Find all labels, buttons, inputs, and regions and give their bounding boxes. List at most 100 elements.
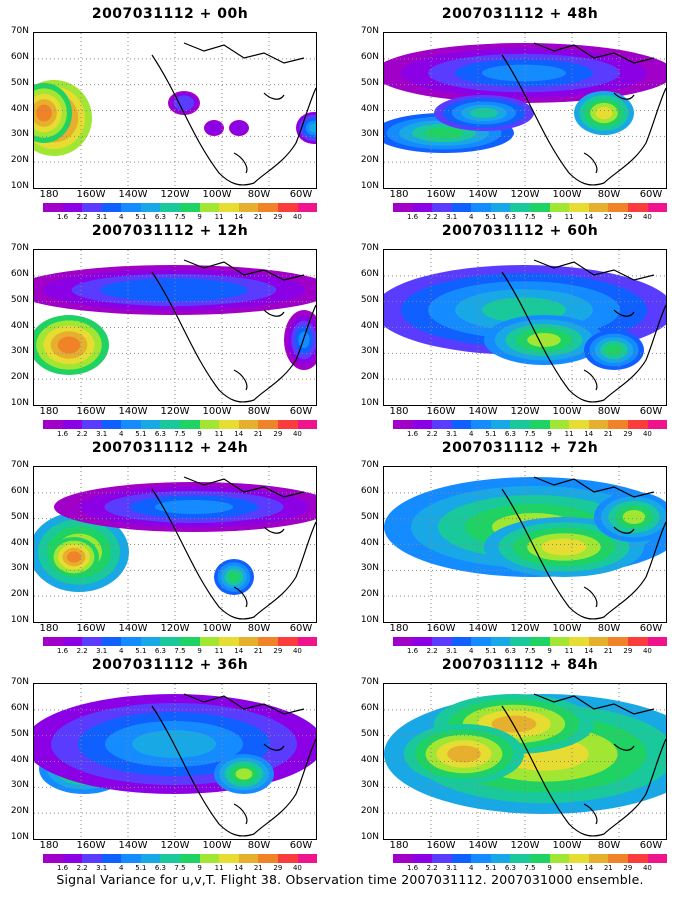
color-bar-swatch [160, 854, 181, 863]
color-bar-label: 6.3 [154, 213, 166, 221]
lat-tick-label: 20N [360, 806, 379, 817]
color-bar-swatch [510, 420, 531, 429]
lon-tick-label: 140W [118, 406, 148, 417]
lat-tick-label: 20N [360, 589, 379, 600]
color-bar-label: 9 [547, 213, 552, 221]
lat-tick-label: 20N [360, 155, 379, 166]
color-bar-label: 21 [603, 864, 613, 872]
color-bar-label: 2.2 [76, 213, 88, 221]
lat-tick-label: 40N [360, 320, 379, 331]
color-bar-label: 9 [547, 647, 552, 655]
lon-tick-label: 100W [552, 189, 582, 200]
color-bar-label: 14 [584, 647, 594, 655]
color-bar-label: 2.2 [76, 430, 88, 438]
color-bar-swatch [238, 637, 259, 646]
color-bar-label: 1.6 [56, 430, 69, 438]
lon-tick-label: 60W [289, 406, 313, 417]
contour-blob [205, 121, 223, 135]
map-area [383, 683, 667, 840]
lon-tick-label: 80W [247, 840, 271, 851]
color-bar-swatch [238, 420, 259, 429]
color-bar-label: 3.1 [446, 213, 458, 221]
lon-tick-label: 120W [160, 406, 190, 417]
lat-tick-label: 50N [10, 511, 29, 522]
coastline [151, 693, 316, 837]
color-bar-label: 3.1 [96, 430, 108, 438]
lat-tick-label: 30N [10, 563, 29, 574]
lat-tick-label: 10N [10, 398, 29, 408]
contour-blob [308, 123, 316, 133]
lat-tick-label: 10N [10, 832, 29, 842]
lat-tick-label: 60N [10, 51, 29, 62]
contour-blob [298, 331, 310, 349]
color-bar-label: 5.1 [135, 647, 147, 655]
map-panel: 2007031112 + 12h 70N 60N 50N 40N 30N 20N 10N 180… [0, 223, 340, 438]
color-bar-swatch [608, 203, 628, 212]
map-area [383, 32, 667, 189]
lon-tick-label: 120W [160, 840, 190, 851]
color-bar-label: 21 [253, 213, 263, 221]
lat-tick-label: 20N [10, 806, 29, 817]
lon-tick-label: 80W [247, 623, 271, 634]
color-bar-swatch [490, 637, 511, 646]
variance-field [384, 467, 666, 622]
color-bar-label: 7.5 [524, 647, 536, 655]
color-bar-swatch [471, 854, 491, 863]
color-bar-swatch [510, 854, 531, 863]
lon-tick-label: 100W [202, 189, 232, 200]
color-bar-swatch [471, 637, 491, 646]
color-bar-swatch [530, 854, 550, 863]
color-bar-label: 21 [603, 213, 613, 221]
color-bar-label: 1.6 [56, 864, 69, 872]
lat-tick-label: 60N [360, 51, 379, 62]
lat-tick-label: 70N [360, 243, 379, 253]
color-bar-swatch [43, 637, 63, 646]
lat-tick-label: 70N [360, 460, 379, 470]
contour-blob [605, 344, 623, 356]
color-bar-swatch [412, 637, 433, 646]
variance-field [34, 33, 316, 188]
color-bar [393, 854, 668, 863]
color-bar-swatch [297, 203, 318, 212]
color-bar-swatch [82, 637, 102, 646]
color-bar-label: 21 [253, 647, 263, 655]
color-bar-label: 4 [469, 647, 474, 655]
color-bar-label: 2.2 [76, 647, 88, 655]
coastline [151, 259, 316, 403]
panel-title: 2007031112 + 36h [91, 657, 249, 673]
lon-tick-label: 160W [426, 406, 456, 417]
lon-tick-label: 120W [160, 189, 190, 200]
map-panel: 2007031112 + 48h 70N 60N 50N 40N 30N 20N 10N 180… [350, 6, 690, 221]
panel-title: 2007031112 + 24h [91, 440, 249, 456]
lat-tick-label: 20N [10, 589, 29, 600]
color-bar-swatch [549, 854, 570, 863]
lat-tick-label: 10N [360, 181, 379, 191]
color-bar-swatch [393, 637, 413, 646]
lon-tick-label: 180 [389, 840, 409, 851]
color-bar-swatch [549, 203, 570, 212]
color-bar-swatch [258, 203, 278, 212]
color-bar-swatch [180, 420, 200, 429]
contour-blob [541, 538, 587, 556]
color-bar-label: 9 [547, 864, 552, 872]
color-bar-swatch [627, 420, 648, 429]
color-bar-label: 21 [253, 864, 263, 872]
contour-blob [595, 106, 613, 120]
map-area [33, 466, 317, 623]
contour-blob [36, 104, 52, 122]
color-bar-label: 6.3 [154, 647, 166, 655]
color-bar-label: 14 [234, 864, 244, 872]
lon-tick-label: 60W [289, 840, 313, 851]
lon-tick-label: 160W [76, 623, 106, 634]
color-bar-swatch [549, 637, 570, 646]
color-bar-swatch [297, 420, 318, 429]
coastline [501, 693, 666, 837]
color-bar-swatch [140, 637, 161, 646]
lon-tick-label: 80W [597, 623, 621, 634]
contour-blob [235, 768, 253, 780]
color-bar-label: 6.3 [504, 647, 516, 655]
color-bar-swatch [160, 203, 181, 212]
color-bar-label: 1.6 [406, 864, 419, 872]
color-bar-swatch [277, 854, 298, 863]
color-bar-label: 11 [214, 430, 224, 438]
